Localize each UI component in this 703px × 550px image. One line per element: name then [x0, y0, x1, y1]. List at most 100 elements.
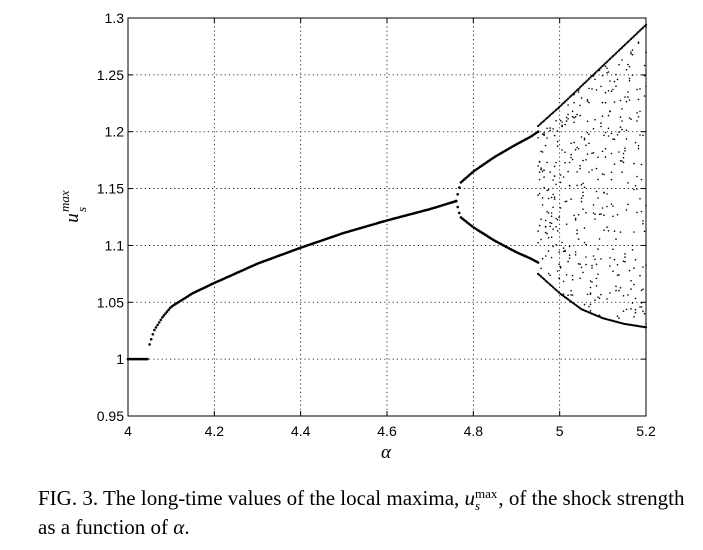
data-point	[547, 272, 550, 275]
data-point	[600, 122, 602, 124]
data-point	[576, 184, 578, 187]
data-point	[588, 101, 590, 104]
data-point	[543, 278, 546, 281]
data-point	[559, 104, 562, 107]
data-point	[576, 113, 578, 116]
data-point	[613, 230, 616, 232]
data-point	[630, 279, 632, 282]
data-point	[565, 296, 568, 299]
data-point	[617, 49, 621, 52]
data-point	[458, 186, 461, 189]
data-point	[537, 136, 539, 139]
data-point	[568, 254, 571, 256]
data-point	[616, 213, 619, 216]
data-point	[639, 198, 641, 200]
data-point	[576, 232, 578, 235]
data-point	[634, 33, 637, 36]
data-point	[540, 275, 543, 278]
data-point	[605, 60, 609, 63]
data-point	[540, 218, 542, 220]
data-point	[618, 63, 620, 66]
data-point	[571, 158, 574, 161]
data-point	[612, 248, 614, 250]
data-point	[612, 205, 614, 207]
data-point	[577, 89, 580, 91]
data-point	[601, 207, 604, 209]
data-point	[536, 130, 540, 133]
data-point	[541, 170, 544, 173]
y-tick-label: 0.95	[97, 408, 124, 424]
data-point	[612, 138, 614, 140]
data-point	[639, 110, 641, 113]
data-point	[540, 267, 542, 270]
data-point	[585, 211, 587, 214]
data-point	[579, 114, 581, 117]
data-point	[574, 219, 577, 221]
data-point	[642, 134, 644, 137]
data-point	[579, 167, 581, 170]
data-point	[625, 42, 628, 45]
data-point	[562, 176, 565, 178]
data-point	[543, 134, 545, 136]
data-point	[631, 36, 634, 39]
data-point	[610, 178, 613, 181]
data-point	[167, 308, 170, 312]
data-point	[580, 136, 583, 138]
data-point	[594, 258, 596, 261]
data-point	[547, 197, 550, 200]
data-point	[549, 283, 552, 286]
data-point	[153, 328, 156, 332]
data-point	[577, 214, 580, 216]
data-point	[565, 200, 568, 203]
data-point	[580, 200, 583, 203]
data-point	[583, 303, 586, 306]
data-point	[538, 171, 541, 173]
data-points	[126, 23, 648, 361]
data-point	[591, 88, 593, 90]
data-point	[576, 146, 578, 149]
data-point	[543, 186, 545, 189]
caption-lead: FIG. 3. The long-time values of the loca…	[38, 486, 460, 510]
data-point	[600, 125, 602, 128]
data-point	[570, 153, 572, 156]
data-point	[619, 126, 622, 128]
data-point	[630, 288, 632, 290]
data-point	[541, 151, 544, 153]
data-point	[585, 263, 587, 266]
data-point	[631, 49, 634, 51]
data-point	[561, 121, 563, 123]
data-point	[574, 90, 577, 93]
data-point	[568, 96, 571, 99]
data-point	[603, 214, 605, 216]
data-point	[552, 179, 554, 181]
data-point	[622, 157, 625, 159]
data-point	[162, 314, 166, 317]
data-point	[591, 281, 593, 283]
data-point	[558, 291, 561, 294]
data-point	[538, 178, 541, 181]
data-point	[603, 229, 605, 231]
data-point	[633, 283, 635, 286]
caption-subscript: s	[475, 498, 481, 514]
data-point	[615, 285, 617, 288]
data-point	[615, 238, 617, 240]
data-point	[546, 232, 548, 235]
data-point	[538, 192, 541, 195]
caption-alpha: α	[173, 515, 185, 539]
data-point	[600, 85, 602, 88]
data-point	[643, 95, 646, 97]
data-point	[161, 316, 164, 319]
data-point	[552, 206, 554, 209]
data-point	[615, 85, 617, 87]
data-point	[565, 223, 568, 225]
data-point	[618, 131, 620, 133]
data-point	[573, 92, 576, 95]
data-point	[634, 308, 637, 311]
data-point	[633, 316, 635, 318]
data-point	[582, 159, 584, 162]
data-point	[628, 77, 631, 80]
data-point	[546, 116, 549, 120]
data-point	[600, 258, 602, 260]
data-point	[628, 80, 631, 82]
data-point	[621, 128, 623, 131]
